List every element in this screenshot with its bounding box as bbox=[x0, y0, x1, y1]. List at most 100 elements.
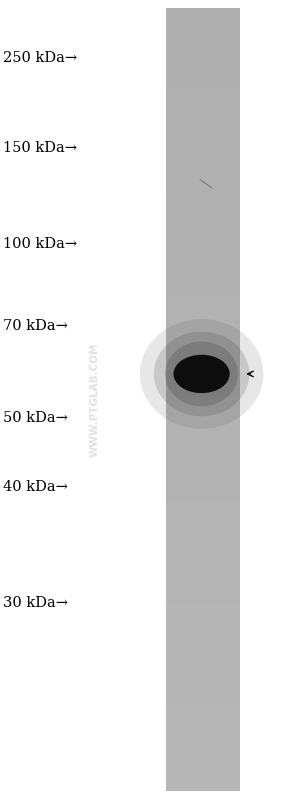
Bar bbox=[166, 113, 240, 117]
Bar bbox=[166, 16, 240, 20]
Bar bbox=[166, 39, 240, 43]
Bar bbox=[166, 478, 240, 482]
Bar bbox=[166, 274, 240, 278]
Bar bbox=[166, 243, 240, 247]
Bar bbox=[166, 12, 240, 16]
Bar bbox=[166, 161, 240, 165]
Ellipse shape bbox=[140, 319, 263, 429]
Bar bbox=[166, 86, 240, 90]
Bar bbox=[166, 725, 240, 729]
Bar bbox=[166, 290, 240, 294]
Bar bbox=[166, 521, 240, 525]
Text: 250 kDa→: 250 kDa→ bbox=[3, 50, 77, 65]
Bar bbox=[166, 740, 240, 744]
Bar bbox=[166, 396, 240, 400]
Bar bbox=[166, 752, 240, 756]
Bar bbox=[166, 266, 240, 270]
Bar bbox=[166, 94, 240, 98]
Bar bbox=[166, 634, 240, 638]
Bar bbox=[166, 455, 240, 458]
Bar bbox=[166, 772, 240, 775]
Bar bbox=[166, 642, 240, 646]
Bar bbox=[166, 196, 240, 200]
Bar bbox=[166, 540, 240, 544]
Bar bbox=[166, 181, 240, 184]
Bar bbox=[166, 204, 240, 208]
Bar bbox=[166, 55, 240, 59]
Bar bbox=[166, 423, 240, 427]
Bar bbox=[166, 591, 240, 595]
Bar bbox=[166, 220, 240, 223]
Bar bbox=[166, 251, 240, 255]
Bar bbox=[166, 208, 240, 212]
Bar bbox=[166, 278, 240, 282]
Bar bbox=[166, 626, 240, 630]
Bar bbox=[166, 27, 240, 31]
Bar bbox=[166, 121, 240, 125]
Bar bbox=[166, 548, 240, 552]
Bar bbox=[166, 294, 240, 298]
Bar bbox=[166, 603, 240, 607]
Bar bbox=[166, 153, 240, 157]
Bar bbox=[166, 427, 240, 431]
Bar bbox=[166, 517, 240, 521]
Bar bbox=[166, 748, 240, 752]
Bar bbox=[166, 317, 240, 321]
Bar bbox=[166, 583, 240, 587]
Bar bbox=[166, 192, 240, 196]
Bar bbox=[166, 262, 240, 266]
Bar bbox=[166, 764, 240, 768]
Bar bbox=[166, 575, 240, 579]
Bar bbox=[166, 736, 240, 740]
Bar bbox=[166, 509, 240, 513]
Bar bbox=[166, 372, 240, 376]
Bar bbox=[166, 376, 240, 380]
Bar bbox=[166, 579, 240, 583]
Bar bbox=[166, 622, 240, 626]
Bar bbox=[166, 270, 240, 274]
Bar bbox=[166, 282, 240, 286]
Bar bbox=[166, 513, 240, 517]
Bar bbox=[166, 787, 240, 791]
Bar bbox=[166, 564, 240, 568]
Bar bbox=[166, 400, 240, 403]
Bar bbox=[166, 646, 240, 650]
Bar bbox=[166, 537, 240, 540]
Ellipse shape bbox=[173, 355, 230, 393]
Bar bbox=[166, 344, 240, 348]
Bar bbox=[166, 415, 240, 419]
Bar bbox=[166, 188, 240, 192]
Bar bbox=[166, 525, 240, 529]
Bar bbox=[166, 466, 240, 470]
Bar bbox=[166, 744, 240, 748]
Bar bbox=[166, 67, 240, 70]
Bar bbox=[166, 783, 240, 787]
Bar bbox=[166, 690, 240, 693]
Bar bbox=[166, 352, 240, 356]
Bar bbox=[166, 568, 240, 572]
Bar bbox=[166, 533, 240, 537]
Bar bbox=[166, 149, 240, 153]
Bar bbox=[166, 486, 240, 490]
Bar bbox=[166, 360, 240, 364]
Bar bbox=[166, 459, 240, 462]
Bar bbox=[166, 329, 240, 333]
Bar bbox=[166, 407, 240, 411]
Bar bbox=[166, 654, 240, 658]
Bar bbox=[166, 90, 240, 94]
Bar bbox=[166, 212, 240, 216]
Bar bbox=[166, 760, 240, 764]
Bar bbox=[166, 356, 240, 360]
Bar bbox=[166, 227, 240, 231]
Bar bbox=[166, 231, 240, 235]
Bar bbox=[166, 607, 240, 611]
Text: 40 kDa→: 40 kDa→ bbox=[3, 480, 68, 495]
Bar bbox=[166, 259, 240, 262]
Bar bbox=[166, 145, 240, 149]
Bar bbox=[166, 599, 240, 603]
Bar bbox=[166, 693, 240, 697]
Bar bbox=[166, 102, 240, 105]
Bar bbox=[166, 552, 240, 556]
Bar bbox=[166, 8, 240, 12]
Bar bbox=[166, 333, 240, 337]
